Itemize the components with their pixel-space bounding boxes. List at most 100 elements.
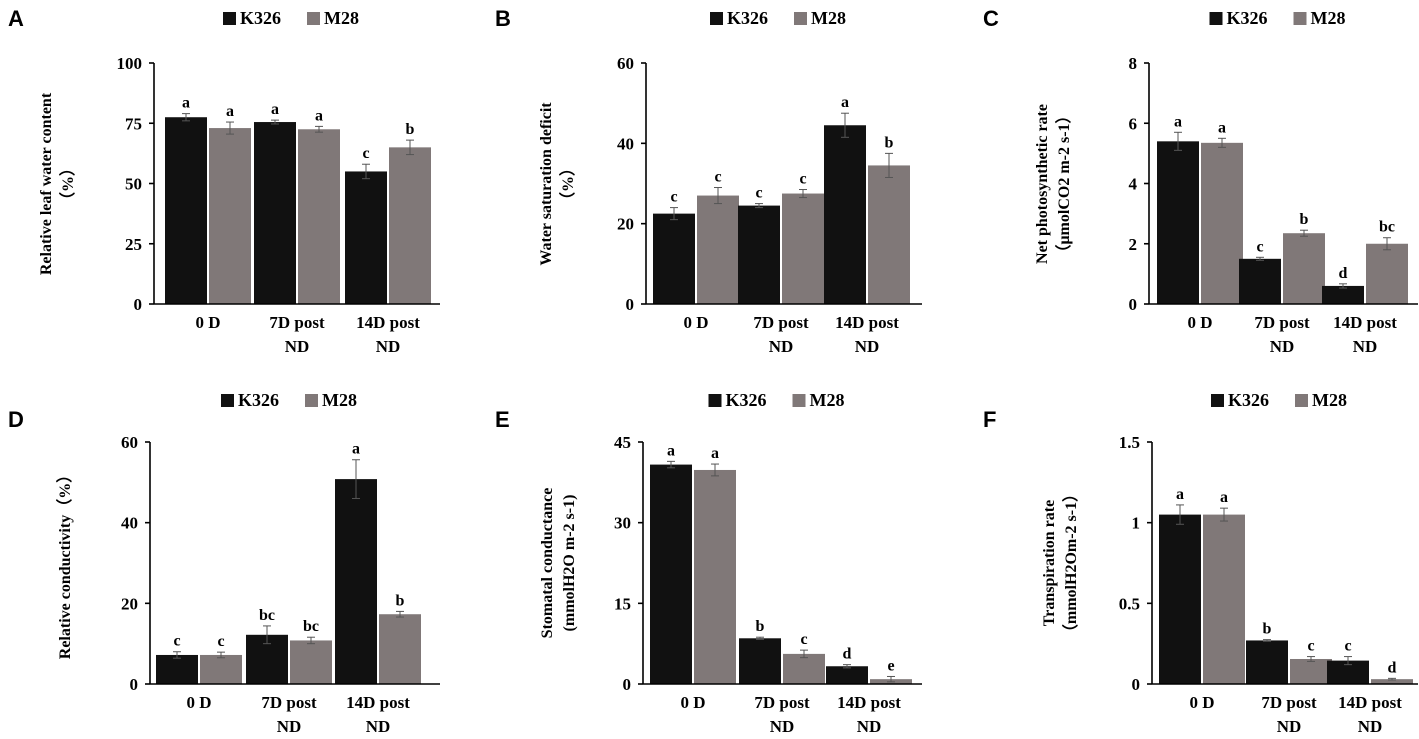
significance-letter: d bbox=[1388, 659, 1397, 676]
panel-letter: E bbox=[495, 407, 510, 432]
x-tick-label: 0 D bbox=[1189, 693, 1214, 712]
y-tick-label: 40 bbox=[617, 134, 634, 153]
legend-swatch-k326 bbox=[710, 12, 723, 25]
bar-k326 bbox=[254, 122, 296, 304]
x-tick-label: 14D post bbox=[835, 313, 899, 332]
significance-letter: a bbox=[226, 103, 234, 120]
x-tick-label: 14D post bbox=[837, 693, 901, 712]
bar-m28 bbox=[783, 653, 825, 684]
bar-m28 bbox=[1203, 514, 1245, 684]
panel-d: D K326 M28 c c 0 D bc bc 7D post ND a b 14D post ND 0 2… bbox=[8, 390, 440, 736]
legend-swatch-k326 bbox=[1209, 12, 1223, 25]
x-tick-label: 7D post bbox=[754, 693, 810, 712]
significance-letter: c bbox=[217, 633, 224, 650]
y-tick-label: 20 bbox=[121, 594, 138, 613]
significance-letter: c bbox=[1344, 638, 1351, 655]
x-tick-label: 7D post bbox=[1261, 693, 1317, 712]
bar-k326 bbox=[824, 125, 866, 304]
panel-f: F K326 M28 a a 0 D b c 7D post ND c d 14D post ND 0 0.5… bbox=[983, 390, 1418, 736]
legend-label-k326: K326 bbox=[1228, 390, 1269, 410]
significance-letter: c bbox=[714, 169, 721, 186]
x-tick-label: ND bbox=[1353, 337, 1378, 356]
y-axis-label: Relative leaf water content bbox=[38, 92, 55, 275]
bar-k326 bbox=[1246, 640, 1288, 684]
y-tick-label: 50 bbox=[125, 175, 142, 194]
x-tick-label: ND bbox=[1358, 717, 1383, 736]
y-tick-label: 0 bbox=[623, 675, 632, 694]
panel-letter: C bbox=[983, 6, 999, 31]
x-tick-label: ND bbox=[277, 717, 302, 736]
y-axis-label: （mmolH2Om-2 s-1） bbox=[1062, 486, 1080, 640]
significance-letter: c bbox=[362, 145, 369, 162]
significance-letter: a bbox=[1176, 486, 1184, 503]
bar-k326 bbox=[1159, 514, 1201, 684]
significance-letter: a bbox=[1174, 113, 1182, 130]
legend-label-m28: M28 bbox=[322, 390, 357, 410]
x-tick-label: 0 D bbox=[680, 693, 705, 712]
legend-swatch-k326 bbox=[221, 394, 234, 407]
significance-letter: b bbox=[406, 121, 415, 138]
x-tick-label: 14D post bbox=[1338, 693, 1402, 712]
legend-label-m28: M28 bbox=[1312, 390, 1347, 410]
y-axis-label: Water saturation deficit bbox=[538, 102, 555, 266]
legend-swatch-k326 bbox=[708, 394, 722, 407]
x-tick-label: 7D post bbox=[269, 313, 325, 332]
significance-letter: bc bbox=[259, 607, 275, 624]
legend-label-k326: K326 bbox=[240, 8, 281, 28]
y-axis-label: （%） bbox=[559, 160, 577, 208]
significance-letter: a bbox=[711, 445, 719, 462]
significance-letter: b bbox=[885, 134, 894, 151]
significance-letter: d bbox=[1339, 265, 1348, 282]
significance-letter: c bbox=[799, 171, 806, 188]
panel-b: B K326 M28 c c 0 D c c 7D post ND a b 14D post ND 0 20 4… bbox=[495, 6, 922, 356]
bar-m28 bbox=[290, 640, 332, 684]
significance-letter: a bbox=[352, 441, 360, 458]
x-tick-label: ND bbox=[770, 717, 795, 736]
bar-k326 bbox=[826, 666, 868, 684]
bar-m28 bbox=[697, 195, 739, 304]
legend-swatch-m28 bbox=[305, 394, 318, 407]
bar-m28 bbox=[1290, 658, 1332, 684]
x-tick-label: 14D post bbox=[356, 313, 420, 332]
legend-label-k326: K326 bbox=[1227, 8, 1268, 28]
legend-label-k326: K326 bbox=[238, 390, 279, 410]
significance-letter: a bbox=[1220, 489, 1228, 506]
y-tick-label: 75 bbox=[125, 114, 142, 133]
y-axis-label: (mmolH2O m-2 s-1) bbox=[561, 495, 578, 632]
bar-m28 bbox=[389, 147, 431, 304]
y-tick-label: 30 bbox=[614, 514, 631, 533]
bar-k326 bbox=[1157, 141, 1199, 304]
significance-letter: d bbox=[843, 646, 852, 663]
legend-label-k326: K326 bbox=[726, 390, 767, 410]
legend-label-k326: K326 bbox=[727, 8, 768, 28]
legend-swatch-k326 bbox=[223, 12, 236, 25]
significance-letter: a bbox=[271, 101, 279, 118]
bar-k326 bbox=[738, 205, 780, 304]
panel-a: A K326 M28 a a 0 D a a 7D post ND c b 14D post ND 0 25 5… bbox=[8, 6, 440, 356]
panel-letter: B bbox=[495, 6, 511, 31]
significance-letter: b bbox=[1263, 621, 1272, 638]
bar-m28 bbox=[209, 128, 251, 304]
x-tick-label: 7D post bbox=[1254, 313, 1310, 332]
bar-k326 bbox=[1327, 660, 1369, 684]
bar-m28 bbox=[200, 654, 242, 684]
y-tick-label: 40 bbox=[121, 514, 138, 533]
x-tick-label: 7D post bbox=[261, 693, 317, 712]
y-tick-label: 60 bbox=[617, 54, 634, 73]
y-axis-label: Transpiration rate bbox=[1041, 500, 1058, 626]
x-tick-label: 0 D bbox=[683, 313, 708, 332]
significance-letter: c bbox=[1256, 238, 1263, 255]
bar-m28 bbox=[1366, 243, 1408, 304]
significance-letter: a bbox=[841, 94, 849, 111]
x-tick-label: 0 D bbox=[195, 313, 220, 332]
y-tick-label: 20 bbox=[617, 215, 634, 234]
y-tick-label: 0.5 bbox=[1119, 594, 1140, 613]
y-axis-label: （%） bbox=[59, 160, 77, 208]
significance-letter: a bbox=[1218, 119, 1226, 136]
y-tick-label: 25 bbox=[125, 235, 142, 254]
significance-letter: c bbox=[173, 633, 180, 650]
bar-m28 bbox=[1201, 142, 1243, 304]
legend-label-m28: M28 bbox=[811, 8, 846, 28]
significance-letter: e bbox=[887, 657, 894, 674]
bar-m28 bbox=[868, 165, 910, 304]
